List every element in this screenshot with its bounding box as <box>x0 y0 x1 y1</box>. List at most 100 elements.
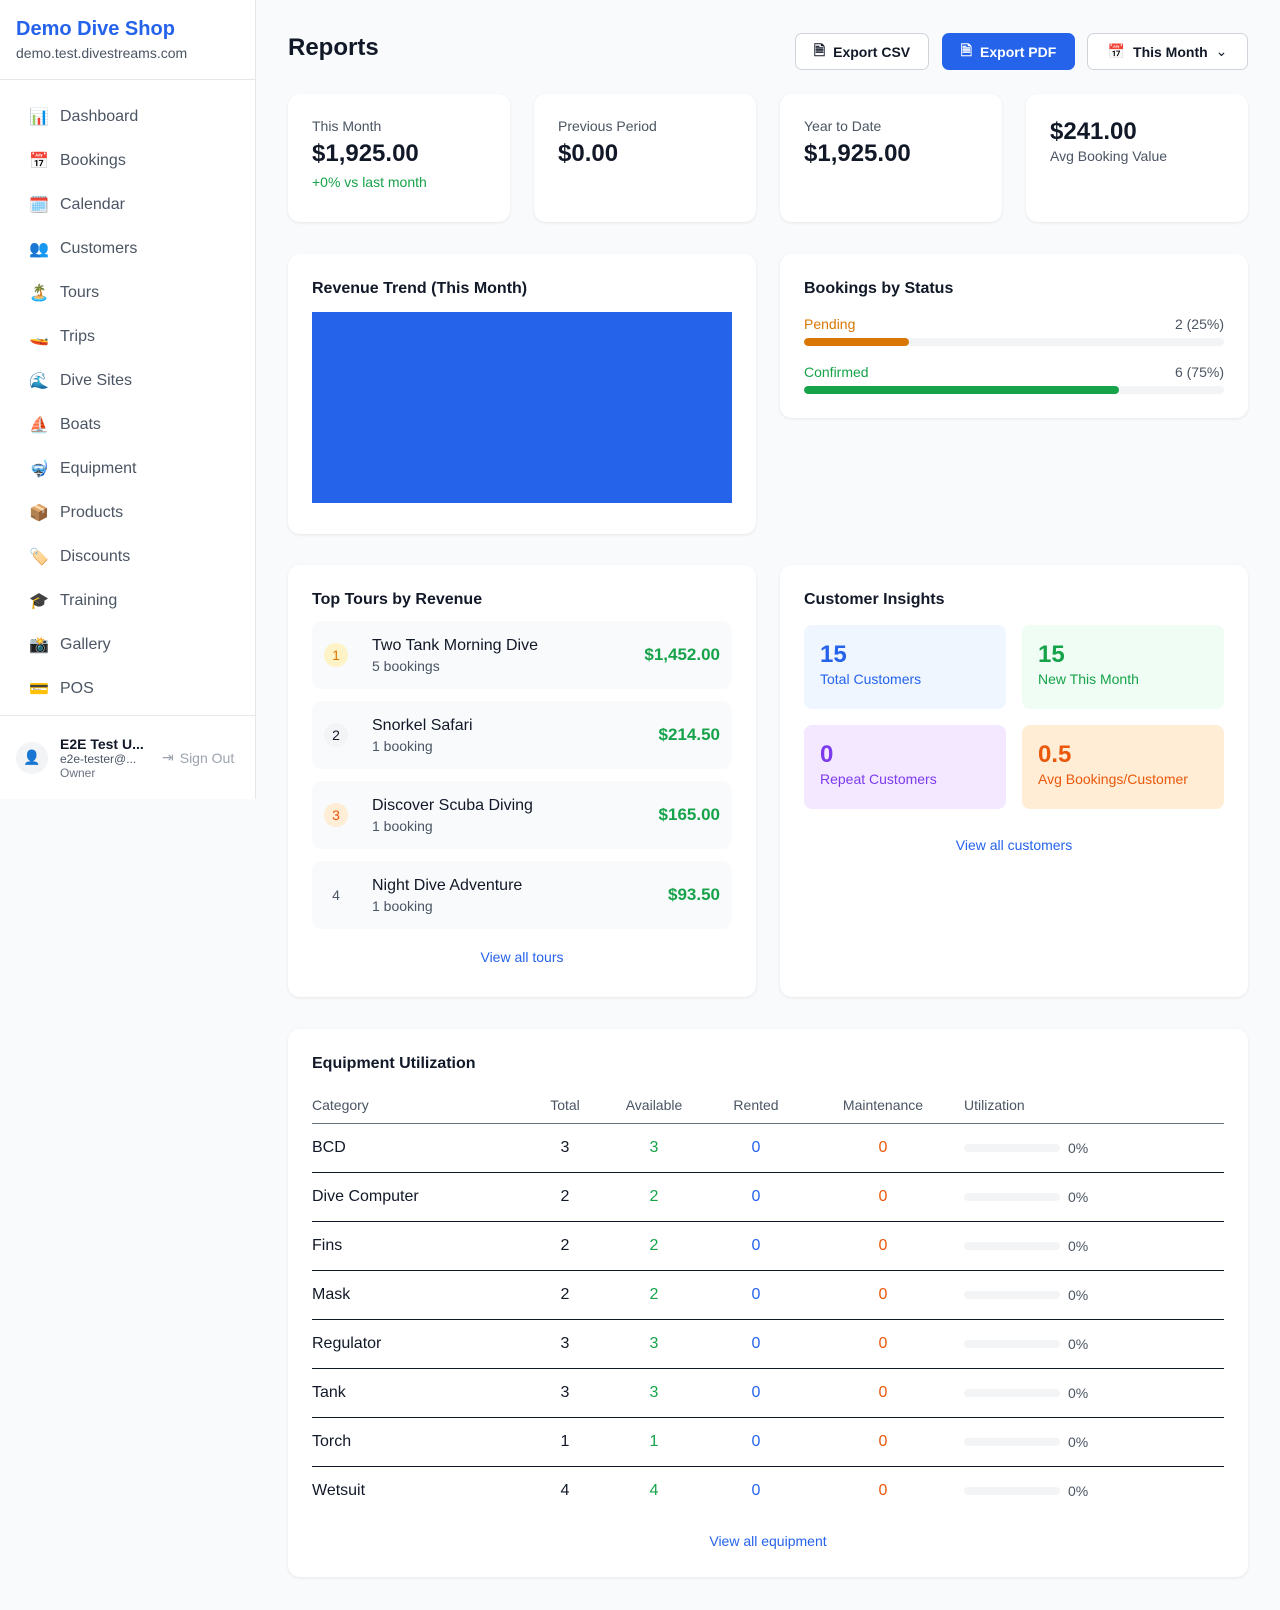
insight-value: 15 <box>820 641 847 668</box>
sidebar-item-discounts[interactable]: 🏷️ Discounts <box>0 535 255 579</box>
cell-utilization: 0% <box>964 1123 1224 1173</box>
view-all-tours-link[interactable]: View all tours <box>480 949 564 965</box>
stat-value: $1,925.00 <box>312 140 419 167</box>
equipment-table: Category Total Available Rented Maintenance U… <box>312 1087 1224 1515</box>
utilization-bar <box>964 1192 1060 1201</box>
tour-item[interactable]: 3 Discover Scuba Diving 1 booking $165.00 <box>312 781 732 849</box>
cell-utilization: 0% <box>964 1466 1224 1515</box>
cell-utilization: 0% <box>964 1270 1224 1320</box>
export-pdf-label: Export PDF <box>980 43 1057 60</box>
user-role: Owner <box>60 765 96 780</box>
cell-utilization: 0% <box>964 1368 1224 1418</box>
cell-rented: 0 <box>710 1172 802 1222</box>
chevron-down-icon: ⌄ <box>1215 43 1228 59</box>
sidebar-item-products[interactable]: 📦 Products <box>0 491 255 535</box>
sidebar-item-label: POS <box>60 680 94 697</box>
tour-name: Night Dive Adventure <box>372 876 523 894</box>
sidebar-item-label: Bookings <box>60 152 126 169</box>
tour-item[interactable]: 1 Two Tank Morning Dive 5 bookings $1,452.0… <box>312 621 732 689</box>
export-pdf-button[interactable]: 🗎 Export PDF <box>942 33 1075 70</box>
stat-change: +0% vs last month <box>312 174 427 190</box>
sidebar-item-dive-sites[interactable]: 🌊 Dive Sites <box>0 359 255 403</box>
stat-label: Avg Booking Value <box>1050 148 1168 164</box>
column-header-utilization: Utilization <box>964 1087 1224 1124</box>
cell-category: Tank <box>312 1368 532 1418</box>
column-header-category: Category <box>312 1087 532 1124</box>
sidebar-item-trips[interactable]: 🚤 Trips <box>0 315 255 359</box>
status-label: Pending <box>804 316 856 332</box>
insight-new-this-month: 15 New This Month <box>1022 625 1224 709</box>
cell-utilization: 0% <box>964 1221 1224 1271</box>
sidebar-item-customers[interactable]: 👥 Customers <box>0 227 255 271</box>
stat-year-to-date: Year to Date $1,925.00 <box>780 94 1002 222</box>
shop-name[interactable]: Demo Dive Shop <box>16 18 175 40</box>
utilization-bar <box>964 1486 1060 1495</box>
table-row: Fins 2 2 0 0 0% <box>312 1221 1224 1271</box>
sidebar-item-label: Dive Sites <box>60 372 133 389</box>
period-select[interactable]: 📅 This Month ⌄ <box>1087 33 1248 70</box>
sidebar-item-gallery[interactable]: 📸 Gallery <box>0 623 255 667</box>
cell-category: Wetsuit <box>312 1481 366 1499</box>
stat-value: $0.00 <box>558 140 619 167</box>
column-header-total: Total <box>532 1087 598 1124</box>
view-all-equipment-link[interactable]: View all equipment <box>709 1533 827 1549</box>
stat-avg-booking: $241.00 Avg Booking Value <box>1026 94 1248 222</box>
status-row-confirmed: Confirmed 6 (75%) <box>804 364 1224 394</box>
utilization-percent: 0% <box>1068 1237 1089 1254</box>
sidebar-item-boats[interactable]: ⛵ Boats <box>0 403 255 447</box>
sidebar-item-calendar[interactable]: 🗓️ Calendar <box>0 183 255 227</box>
tour-item[interactable]: 4 Night Dive Adventure 1 booking $93.50 <box>312 861 732 929</box>
sidebar-item-training[interactable]: 🎓 Training <box>0 579 255 623</box>
utilization-bar <box>964 1290 1060 1299</box>
stat-label: Previous Period <box>558 118 657 134</box>
cell-utilization: 0% <box>964 1417 1224 1467</box>
status-row-pending: Pending 2 (25%) <box>804 316 1224 346</box>
sidebar-item-pos[interactable]: 💳 POS <box>0 667 255 711</box>
insight-value: 0.5 <box>1038 741 1072 768</box>
user-name: E2E Test U... <box>60 735 144 752</box>
brand: Demo Dive Shop demo.test.divestreams.com <box>0 0 255 80</box>
table-row: Tank 3 3 0 0 0% <box>312 1368 1224 1418</box>
cell-rented: 0 <box>710 1221 802 1271</box>
sign-out-button[interactable]: ⇥ Sign Out <box>162 749 234 766</box>
period-label: This Month <box>1133 43 1208 60</box>
tour-item[interactable]: 2 Snorkel Safari 1 booking $214.50 <box>312 701 732 769</box>
tour-bookings: 1 booking <box>372 897 433 914</box>
export-csv-label: Export CSV <box>833 43 911 60</box>
insight-repeat-customers: 0 Repeat Customers <box>804 725 1006 809</box>
user-email: e2e-tester@... <box>60 751 137 766</box>
stat-value: $1,925.00 <box>804 140 911 167</box>
rank-badge: 4 <box>332 887 340 903</box>
cell-category: Dive Computer <box>312 1172 532 1222</box>
utilization-bar <box>964 1437 1060 1446</box>
user-footer: 👤 E2E Test U... e2e-tester@... Owner ⇥ Si… <box>0 715 255 799</box>
rank-badge: 2 <box>324 723 348 747</box>
tour-revenue: $93.50 <box>668 885 720 904</box>
cell-category: Torch <box>312 1417 532 1467</box>
insight-avg-bookings-customer: 0.5 Avg Bookings/Customer <box>1022 725 1224 809</box>
table-row: Torch 1 1 0 0 0% <box>312 1417 1224 1467</box>
sidebar-item-label: Tours <box>60 284 100 301</box>
view-all-customers-link[interactable]: View all customers <box>955 837 1073 853</box>
sidebar-nav: 📊 Dashboard 📅 Bookings 🗓️ Calendar 👥 Customers 🏝… <box>0 80 255 711</box>
table-row: Mask 2 2 0 0 0% <box>312 1270 1224 1320</box>
tour-name: Two Tank Morning Dive <box>372 636 538 654</box>
utilization-percent: 0% <box>1068 1482 1089 1499</box>
cell-rented: 0 <box>710 1270 802 1320</box>
card-title: Bookings by Status <box>804 280 954 297</box>
sidebar-item-tours[interactable]: 🏝️ Tours <box>0 271 255 315</box>
sidebar-item-bookings[interactable]: 📅 Bookings <box>0 139 255 183</box>
sidebar-item-equipment[interactable]: 🤿 Equipment <box>0 447 255 491</box>
sidebar-item-dashboard[interactable]: 📊 Dashboard <box>0 95 255 139</box>
sign-out-label: Sign Out <box>179 749 235 766</box>
customers-icon: 👥 <box>29 241 49 258</box>
utilization-percent: 0% <box>1068 1188 1089 1205</box>
bookings-status-card: Bookings by Status Pending 2 (25%) Confirm… <box>780 254 1248 418</box>
rank-badge: 3 <box>324 803 348 827</box>
export-csv-button[interactable]: 🗎 Export CSV <box>795 33 929 70</box>
stat-label: This Month <box>312 118 382 134</box>
stat-label: Year to Date <box>804 118 882 134</box>
tour-revenue: $1,452.00 <box>644 645 720 664</box>
sidebar-item-label: Products <box>60 504 124 521</box>
utilization-percent: 0% <box>1068 1335 1089 1352</box>
